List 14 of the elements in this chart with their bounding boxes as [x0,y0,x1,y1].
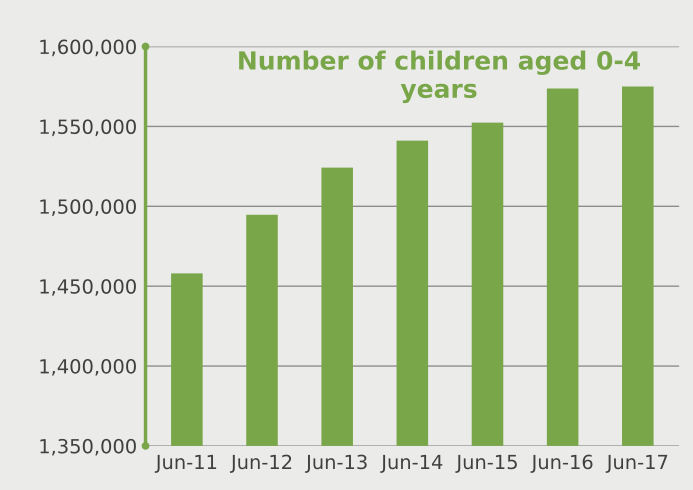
x-tick-label: Jun-13 [305,454,367,473]
x-tick-label: Jun-12 [230,454,292,473]
y-tick-label: 1,600,000 [40,40,136,56]
y-tick-label: 1,350,000 [40,438,136,456]
x-tick-label: Jun-14 [380,454,442,473]
y-tick-label: 1,500,000 [40,199,136,216]
x-tick-label: Jun-11 [154,454,216,473]
y-tick-label: 1,450,000 [40,279,136,296]
y-tick-label: 1,550,000 [40,119,136,136]
y-tick-label: 1,400,000 [40,358,136,376]
x-tick-label: Jun-17 [606,454,668,473]
x-tick-label: Jun-15 [455,454,517,473]
text: Number of children aged 0-4 years [239,50,640,104]
x-tick-label: Jun-16 [530,454,592,473]
